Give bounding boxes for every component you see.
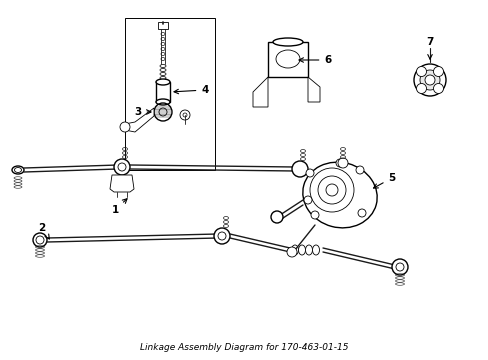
Circle shape: [413, 64, 445, 96]
Text: 1: 1: [111, 199, 127, 215]
Ellipse shape: [272, 38, 303, 46]
Circle shape: [33, 233, 47, 247]
Ellipse shape: [298, 245, 305, 255]
Circle shape: [337, 158, 347, 168]
Circle shape: [214, 228, 229, 244]
Ellipse shape: [156, 99, 170, 105]
Circle shape: [309, 168, 353, 212]
Circle shape: [120, 122, 130, 132]
Polygon shape: [307, 77, 319, 102]
Circle shape: [286, 247, 296, 257]
Text: 7: 7: [426, 37, 433, 47]
Text: 2: 2: [38, 223, 49, 239]
Polygon shape: [252, 77, 267, 107]
Circle shape: [180, 110, 190, 120]
Text: 4: 4: [174, 85, 208, 95]
Circle shape: [355, 166, 363, 174]
Bar: [158, 22, 168, 29]
Circle shape: [419, 70, 439, 90]
Text: Linkage Assembly Diagram for 170-463-01-15: Linkage Assembly Diagram for 170-463-01-…: [140, 343, 348, 352]
Circle shape: [310, 211, 318, 219]
Ellipse shape: [302, 162, 376, 228]
Bar: [156, 82, 170, 102]
Bar: [125, 18, 215, 170]
Circle shape: [424, 75, 434, 85]
Circle shape: [270, 211, 283, 223]
Circle shape: [416, 84, 426, 94]
Bar: [267, 42, 307, 77]
Circle shape: [305, 169, 313, 177]
Ellipse shape: [156, 79, 170, 85]
Ellipse shape: [305, 245, 312, 255]
Ellipse shape: [291, 245, 298, 255]
Ellipse shape: [12, 166, 24, 174]
Polygon shape: [110, 175, 134, 192]
Circle shape: [114, 159, 130, 175]
Ellipse shape: [312, 245, 319, 255]
Circle shape: [304, 196, 311, 204]
Circle shape: [432, 67, 443, 77]
Circle shape: [432, 84, 443, 94]
Circle shape: [335, 159, 343, 167]
Circle shape: [357, 209, 365, 217]
Polygon shape: [125, 108, 154, 132]
Circle shape: [391, 259, 407, 275]
Circle shape: [416, 67, 426, 77]
Circle shape: [291, 161, 307, 177]
Text: 3: 3: [134, 107, 151, 117]
Text: 5: 5: [373, 173, 395, 188]
Text: 6: 6: [298, 55, 331, 65]
